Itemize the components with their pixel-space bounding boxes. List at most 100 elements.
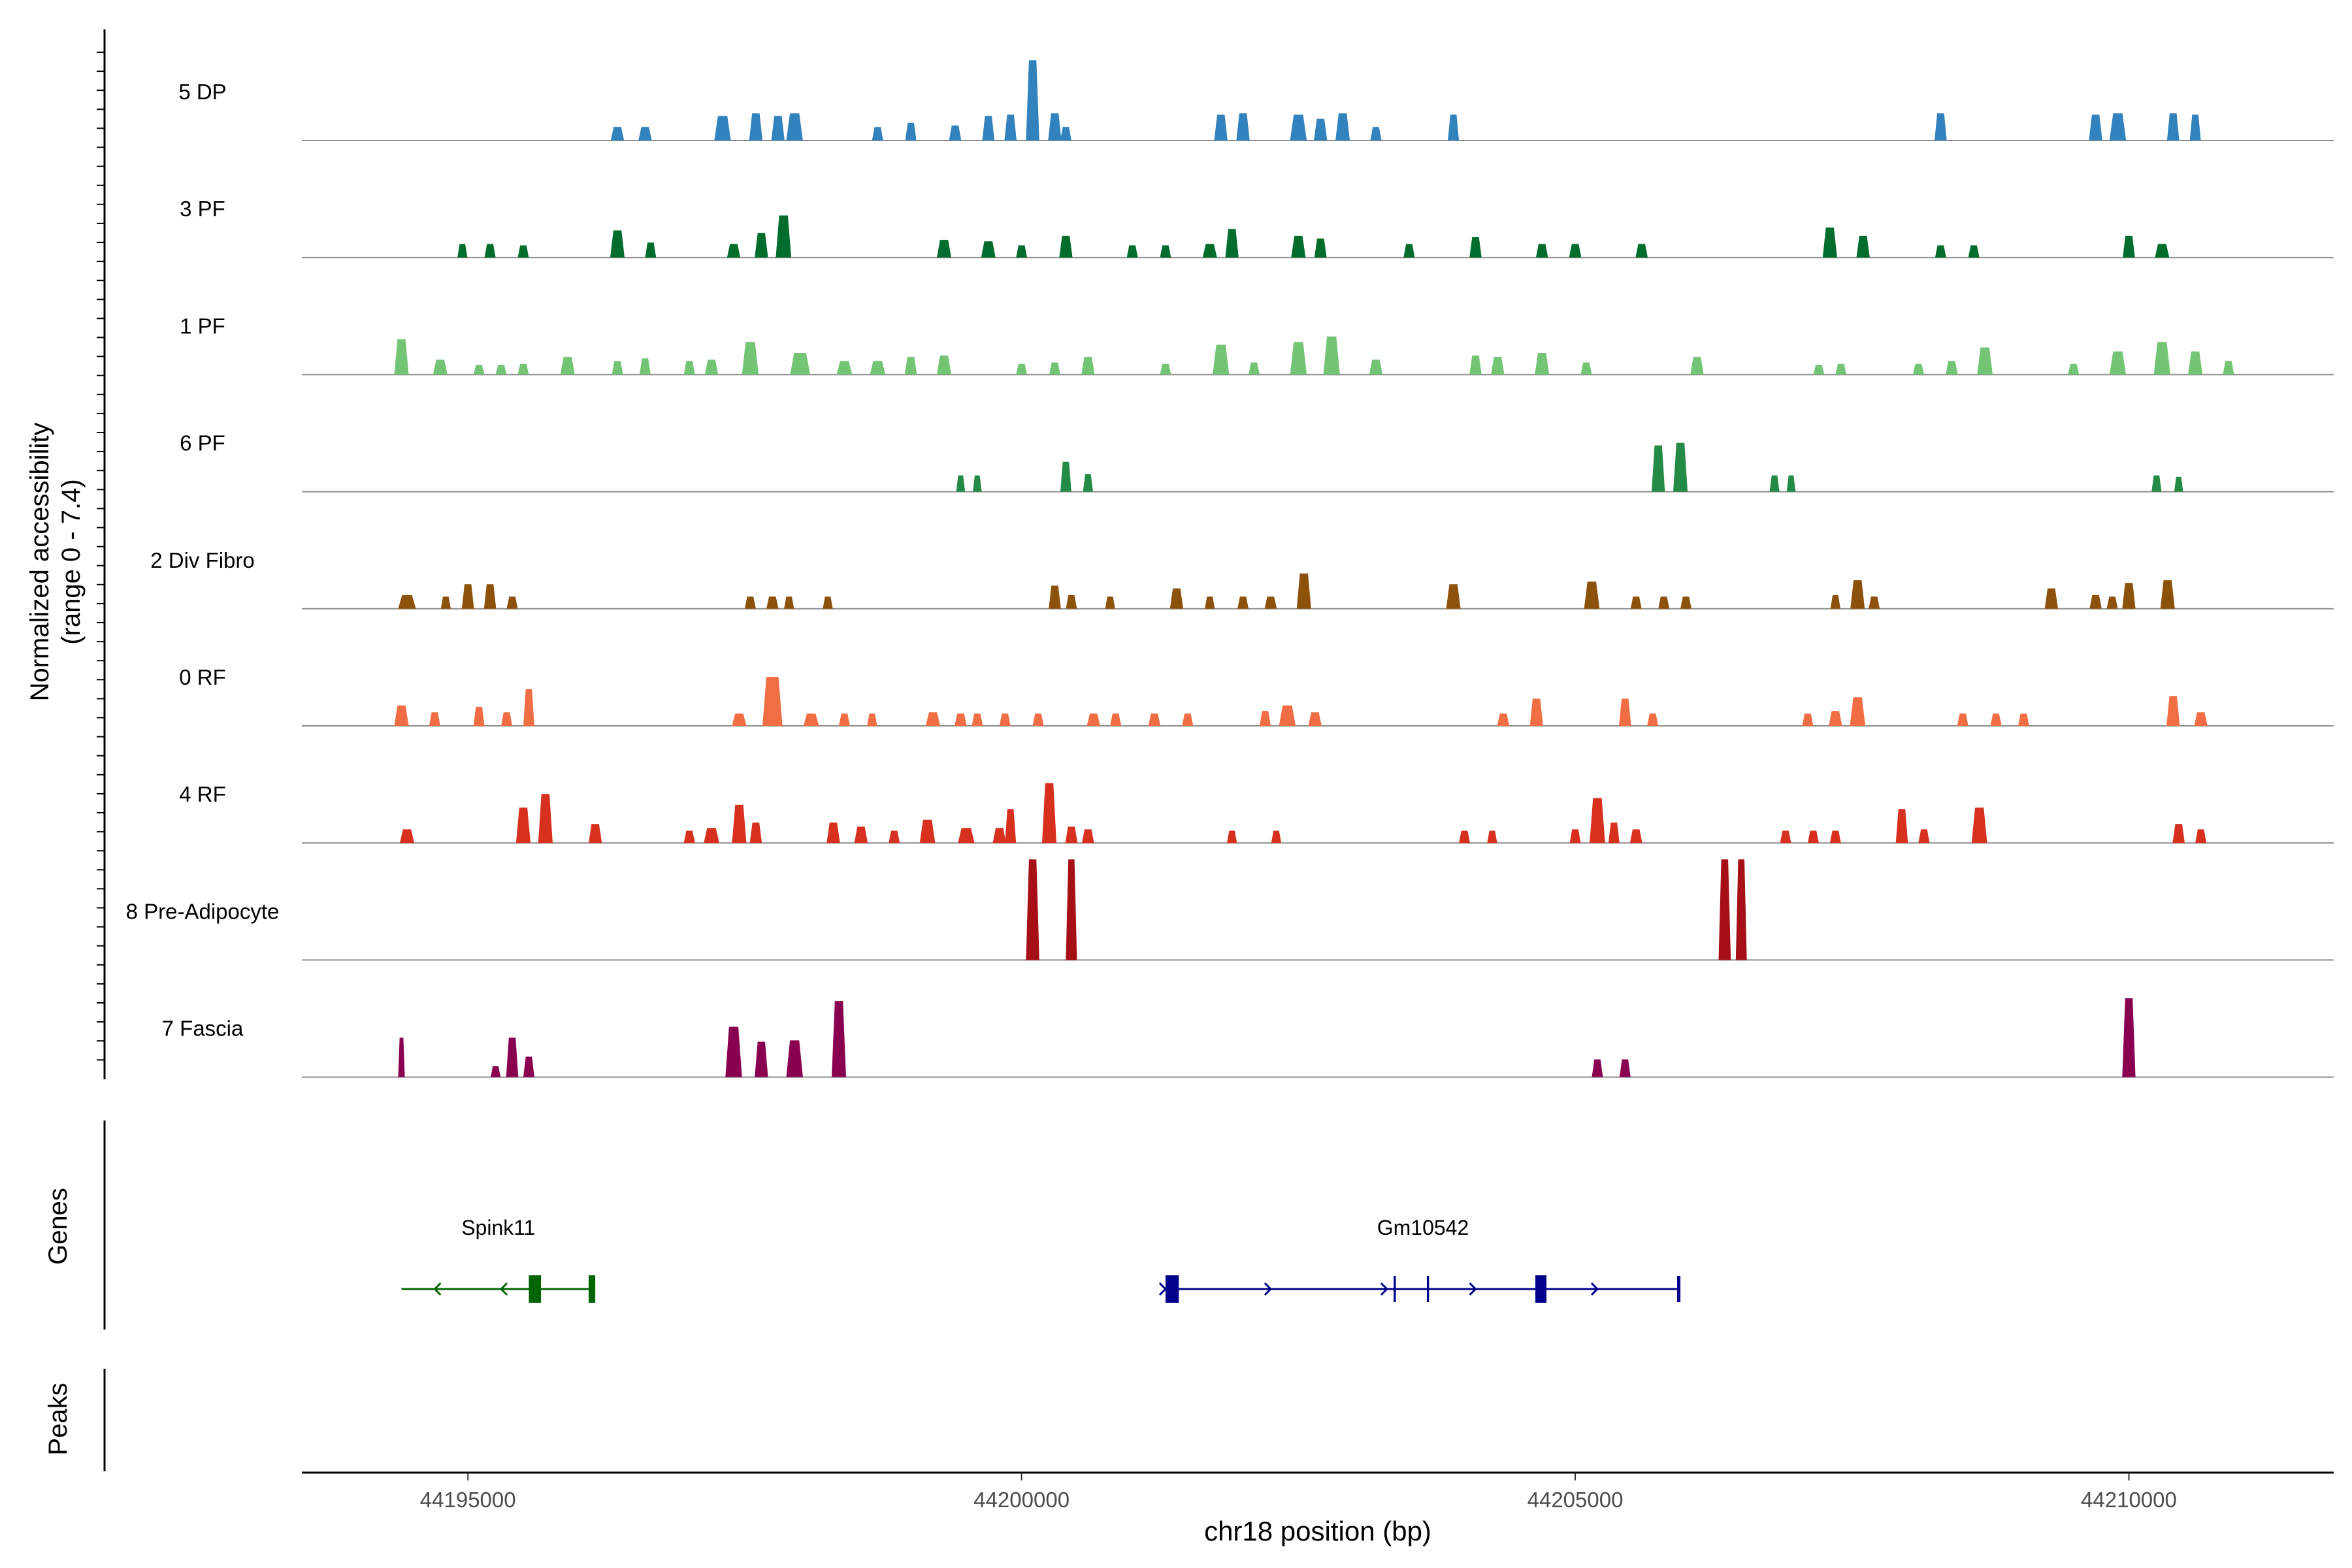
peak-3-pf-5 xyxy=(727,244,741,258)
peak-5-dp-10 xyxy=(1004,114,1017,140)
track-2-div-fibro xyxy=(302,573,2334,610)
peak-5-dp-14 xyxy=(1214,114,1228,140)
peak-3-pf-25 xyxy=(1935,245,1946,258)
peak-2-div-fibro-26 xyxy=(2089,595,2102,609)
peak-8-pre-adipocyte-2 xyxy=(1718,859,1731,960)
peak-1-pf-23 xyxy=(1323,336,1340,375)
peak-0-rf-4 xyxy=(523,689,534,726)
peak-5-dp-16 xyxy=(1290,114,1307,140)
peak-0-rf-23 xyxy=(1529,698,1543,726)
peak-1-pf-34 xyxy=(1977,347,1993,375)
peak-0-rf-13 xyxy=(999,713,1011,726)
peak-3-pf-2 xyxy=(517,245,529,258)
peak-3-pf-8 xyxy=(937,240,951,258)
peak-0-rf-7 xyxy=(803,713,819,726)
peak-1-pf-22 xyxy=(1290,342,1307,375)
gene-exon xyxy=(1676,1276,1681,1302)
peak-1-pf-31 xyxy=(1835,363,1847,375)
gene-annotation-track: Spink11 Gm10542 xyxy=(401,1216,1681,1303)
x-axis-tick-label: 44200000 xyxy=(973,1488,1070,1512)
gene-exon xyxy=(1535,1275,1546,1303)
peak-4-rf-1 xyxy=(515,808,531,843)
peak-6-pf-7 xyxy=(1786,475,1796,492)
gene-gm10542: Gm10542 xyxy=(1158,1216,1681,1303)
peak-0-rf-0 xyxy=(394,705,409,726)
peak-5-dp-21 xyxy=(1935,113,1947,140)
peak-0-rf-19 xyxy=(1260,711,1271,726)
peak-2-div-fibro-23 xyxy=(1850,580,1865,609)
track-8-pre-adipocyte xyxy=(302,859,2334,961)
gene-exon xyxy=(1426,1276,1429,1302)
x-axis-ticks: 44195000 44200000 44205000 44210000 xyxy=(420,1473,2177,1512)
peak-8-pre-adipocyte-1 xyxy=(1066,859,1077,960)
peak-3-pf-21 xyxy=(1569,244,1582,258)
peak-2-div-fibro-12 xyxy=(1169,588,1184,609)
peak-0-rf-22 xyxy=(1497,713,1510,726)
peak-4-rf-9 xyxy=(854,826,868,843)
peak-7-fascia-9 xyxy=(1619,1059,1631,1077)
peak-5-dp-9 xyxy=(982,116,995,140)
peak-3-pf-23 xyxy=(1822,227,1837,258)
gene-label-gm10542: Gm10542 xyxy=(1377,1216,1469,1239)
peak-2-div-fibro-18 xyxy=(1584,581,1600,609)
peak-2-div-fibro-20 xyxy=(1658,596,1670,609)
gene-exon xyxy=(588,1275,596,1303)
coverage-tracks xyxy=(302,60,2334,1078)
peak-2-div-fibro-22 xyxy=(1830,595,1840,609)
peak-3-pf-4 xyxy=(645,242,657,258)
peak-5-dp-19 xyxy=(1370,127,1382,140)
peak-4-rf-23 xyxy=(1590,798,1605,843)
peak-0-rf-30 xyxy=(1990,713,2002,726)
peak-7-fascia-2 xyxy=(506,1037,519,1077)
peak-5-dp-8 xyxy=(949,125,962,140)
peak-1-pf-19 xyxy=(1160,363,1171,375)
gene-label-spink11: Spink11 xyxy=(461,1216,535,1239)
peak-0-rf-9 xyxy=(867,713,877,726)
peak-4-rf-33 xyxy=(2195,829,2207,843)
peak-0-rf-27 xyxy=(1829,711,1842,726)
peak-1-pf-27 xyxy=(1535,353,1550,375)
peak-0-rf-16 xyxy=(1110,713,1122,726)
strand-arrow xyxy=(1264,1282,1273,1296)
peak-2-div-fibro-16 xyxy=(1296,573,1311,609)
peak-7-fascia-8 xyxy=(1592,1059,1603,1077)
peak-6-pf-4 xyxy=(1652,445,1665,492)
peak-2-div-fibro-13 xyxy=(1205,596,1215,609)
peak-1-pf-15 xyxy=(937,355,951,375)
peak-4-rf-14 xyxy=(1005,809,1017,843)
peak-6-pf-3 xyxy=(1083,474,1093,492)
track-1-pf xyxy=(302,336,2334,376)
peak-2-div-fibro-8 xyxy=(823,596,833,609)
peak-0-rf-6 xyxy=(762,677,783,726)
track-label-7-fascia: 7 Fascia xyxy=(162,1017,244,1041)
track-label-1-pf: 1 PF xyxy=(180,314,225,338)
peak-1-pf-28 xyxy=(1580,362,1592,375)
peak-1-pf-14 xyxy=(904,357,917,375)
peak-5-dp-12 xyxy=(1048,113,1062,140)
strand-arrow xyxy=(1590,1282,1599,1296)
peak-0-rf-2 xyxy=(473,706,485,726)
peak-6-pf-2 xyxy=(1060,461,1071,492)
peak-1-pf-13 xyxy=(870,361,886,375)
coverage-y-axis-ticks xyxy=(97,52,105,1061)
track-5-dp xyxy=(302,60,2334,141)
peak-1-pf-33 xyxy=(1946,361,1958,375)
peak-0-rf-8 xyxy=(839,713,850,726)
peak-0-rf-25 xyxy=(1647,713,1659,726)
peak-1-pf-6 xyxy=(612,361,623,375)
track-label-8-pre-adipocyte: 8 Pre-Adipocyte xyxy=(126,899,280,923)
peak-6-pf-0 xyxy=(956,475,966,492)
peak-7-fascia-0 xyxy=(398,1037,405,1077)
strand-arrow xyxy=(499,1282,508,1296)
peak-1-pf-39 xyxy=(2223,361,2234,375)
peak-6-pf-9 xyxy=(2174,476,2183,492)
peak-0-rf-3 xyxy=(501,712,512,726)
peak-3-pf-3 xyxy=(610,230,625,258)
track-label-0-rf: 0 RF xyxy=(179,665,226,689)
peak-4-rf-4 xyxy=(683,830,695,843)
peak-4-rf-29 xyxy=(1895,809,1908,843)
peak-1-pf-5 xyxy=(560,357,575,375)
x-axis-tick-label: 44195000 xyxy=(420,1488,516,1512)
peak-4-rf-6 xyxy=(732,804,747,843)
